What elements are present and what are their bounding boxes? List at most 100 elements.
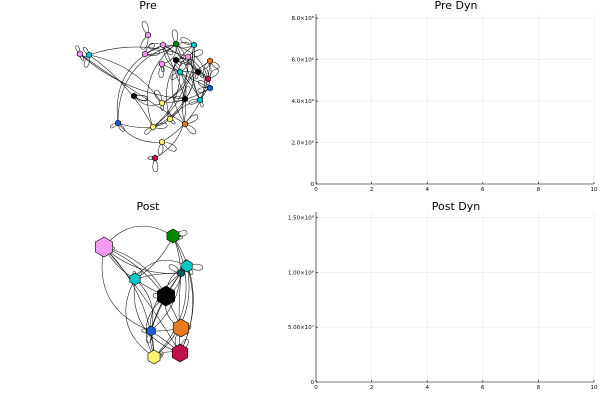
post-dyn-x-tick-label: 2 (370, 385, 374, 391)
pre-network-node (185, 53, 191, 61)
pre-network-node (207, 57, 213, 65)
pre-network-edge (191, 44, 201, 101)
post-network-edge (101, 246, 152, 332)
pre-network-edge (166, 44, 195, 120)
post-network-edge (103, 246, 181, 354)
post-dyn-x-tick-label: 6 (481, 385, 485, 391)
pre-network-loop-edge (180, 37, 195, 46)
post-network-node (129, 272, 141, 286)
pre-network-edge (88, 54, 163, 104)
post-network-nodes (95, 228, 193, 365)
post-network-edge (103, 225, 174, 248)
pre-network-node (152, 154, 158, 162)
post-network-node (157, 285, 175, 307)
pre-network-loop-edge (171, 29, 178, 45)
post-dyn-plot: Post Dyn 0 2 4 6 8 10 0 5.00×10⁷ 1.00×10⁸ 1.50×10… (288, 200, 598, 391)
post-dyn-y-tick-label: 1.50×10⁸ (288, 214, 315, 221)
post-dyn-title: Post Dyn (432, 200, 480, 213)
post-network-node (166, 228, 180, 244)
pre-network-title: Pre (139, 0, 157, 12)
pre-network-node (145, 31, 151, 39)
pre-network-node (173, 56, 179, 64)
pre-dyn-plot: Pre Dyn 0 2 4 6 8 10 0 2.0×10⁸ 4.0×10⁸ 6.0×10⁸ 8.0… (291, 0, 598, 193)
post-network-edge (103, 246, 182, 329)
pre-dyn-x-tick-label: 10 (591, 187, 598, 193)
pre-network-loop-edge (162, 44, 174, 56)
pre-dyn-ticks: 0 2 4 6 8 10 0 2.0×10⁸ 4.0×10⁸ 6.0×10⁸ 8.0×10⁸ (291, 15, 598, 193)
pre-network-loop-edge (184, 86, 191, 100)
post-network-edge (149, 272, 182, 358)
post-network-edge (179, 265, 194, 354)
pre-network-nodes (77, 31, 213, 162)
pre-network-loop-edge (161, 141, 177, 152)
pre-network-node (160, 41, 166, 49)
pre-network-loop-edge (154, 89, 163, 104)
pre-dyn-y-tick-label: 4.0×10⁸ (291, 98, 314, 105)
post-dyn-y-tick-label: 1.00×10⁸ (288, 269, 315, 276)
pre-dyn-y-tick-label: 8.0×10⁸ (291, 15, 314, 22)
pre-network-node (86, 51, 92, 59)
pre-network-loop-edge (175, 43, 185, 59)
pre-dyn-x-tick-label: 2 (370, 187, 374, 193)
pre-network-loop-edge (175, 58, 192, 65)
pre-dyn-y-tick-label: 0 (311, 182, 315, 188)
pre-network-loop-edge (207, 68, 219, 80)
pre-dyn-x-tick-label: 4 (425, 187, 429, 193)
post-network-plot: Post (95, 200, 203, 365)
pre-network-loop-edge (158, 63, 164, 78)
post-dyn-grid (315, 212, 595, 383)
pre-network-node (207, 84, 213, 92)
post-dyn-x-tick-label: 4 (425, 385, 429, 391)
post-network-loop-edge (168, 264, 182, 274)
pre-network-edge (117, 122, 163, 143)
pre-network-loop-edge (152, 157, 159, 173)
pre-network-loop-edge (133, 94, 148, 101)
pre-network-edge (169, 99, 201, 120)
pre-network-node (182, 95, 188, 103)
pre-network-loop-edge (170, 71, 181, 80)
pre-network-loop-edge (148, 43, 164, 50)
pre-network-node (167, 115, 173, 123)
post-network-node (181, 259, 193, 273)
pre-network-loop-edge (172, 96, 186, 102)
pre-dyn-y-tick-label: 2.0×10⁸ (291, 140, 314, 147)
post-dyn-y-tick-label: 0 (311, 380, 315, 386)
post-network-edge (153, 265, 190, 358)
pre-network-edge (79, 53, 186, 125)
pre-network-node (159, 99, 165, 107)
pre-network-node (150, 123, 156, 131)
pre-network-edge (152, 98, 186, 128)
post-network-node (171, 343, 189, 363)
post-network-edge (125, 278, 155, 358)
post-network-node (95, 236, 113, 258)
pre-dyn-x-tick-label: 8 (537, 187, 541, 193)
pre-network-node (159, 60, 165, 68)
pre-network-edge (88, 46, 189, 58)
pre-network-edge (79, 53, 186, 100)
pre-network-node (159, 138, 165, 146)
post-network-node (147, 349, 161, 365)
pre-network-loop-edge (83, 54, 90, 68)
pre-dyn-title: Pre Dyn (435, 0, 478, 12)
post-dyn-x-tick-label: 8 (537, 385, 541, 391)
pre-network-edge (154, 98, 186, 159)
post-network-edge (134, 260, 188, 280)
pre-network-edge (161, 60, 211, 143)
pre-dyn-grid (315, 14, 595, 185)
pre-network-loop-edge (184, 114, 198, 125)
pre-dyn-y-tick-label: 6.0×10⁸ (291, 57, 314, 64)
pre-network-edge (152, 71, 181, 128)
pre-network-node (191, 41, 197, 49)
post-network-title: Post (136, 200, 160, 213)
pre-network-loop-edge (152, 122, 168, 129)
pre-network-node (77, 50, 83, 58)
pre-network-node (115, 119, 121, 127)
pre-network-node (195, 68, 201, 76)
post-network-edges (98, 225, 203, 359)
pre-network-loop-edge (178, 42, 195, 49)
pre-network-loop-edge (197, 87, 211, 93)
post-network-edge (103, 246, 155, 358)
pre-network-node (131, 92, 137, 100)
pre-network-node (142, 50, 148, 58)
